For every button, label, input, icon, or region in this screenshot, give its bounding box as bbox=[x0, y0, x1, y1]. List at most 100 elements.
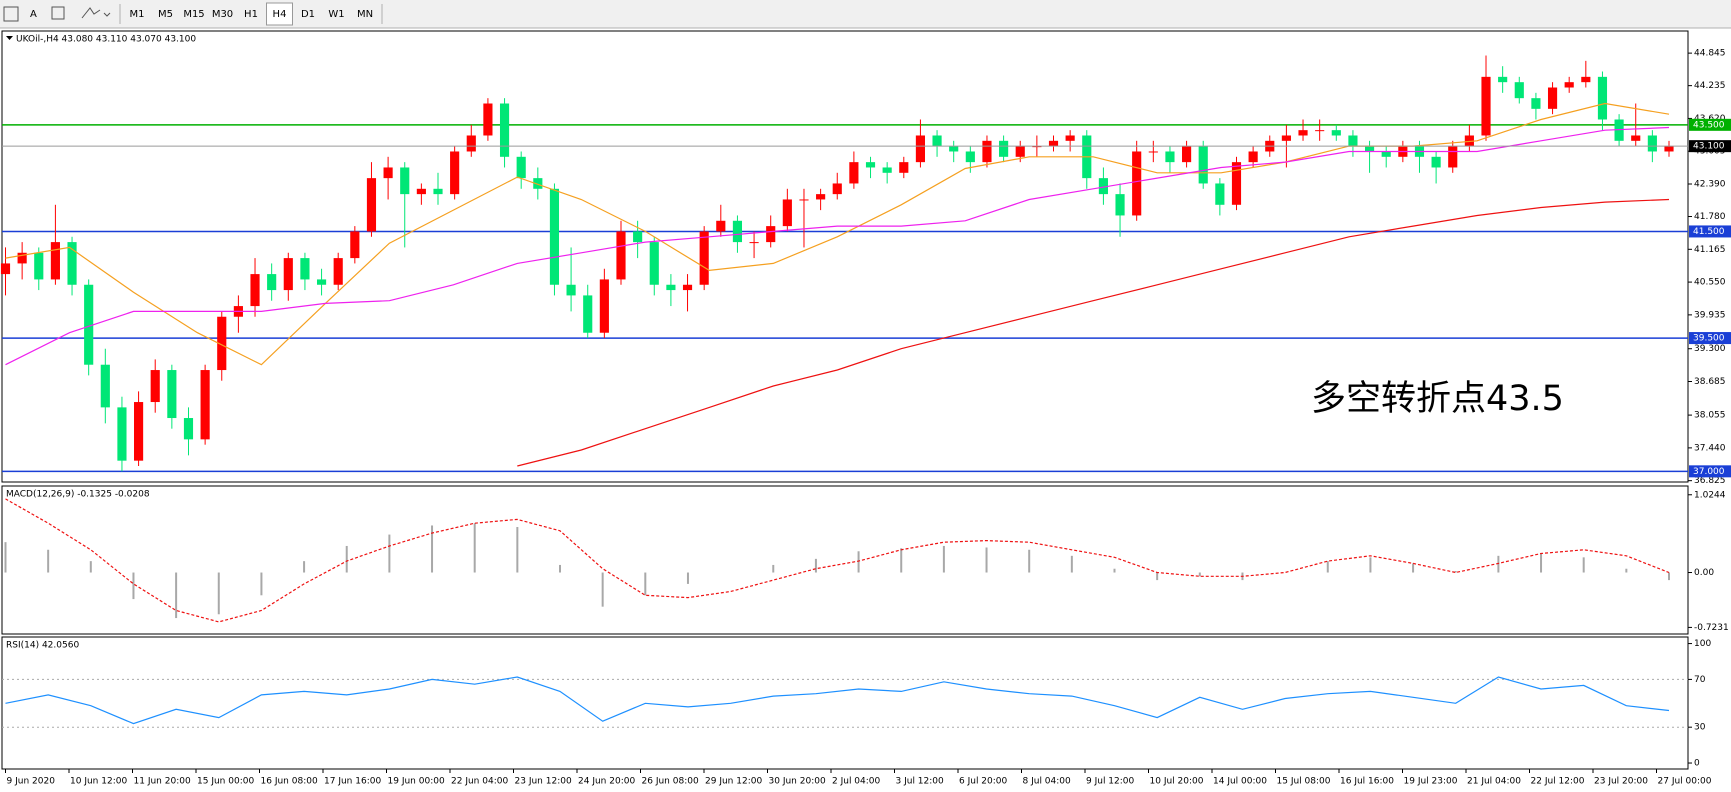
candle-body bbox=[666, 284, 676, 291]
x-tick-label: 23 Jun 12:00 bbox=[515, 777, 572, 787]
candle-body bbox=[1315, 130, 1325, 132]
candle-body bbox=[566, 284, 576, 296]
dropdown-icon[interactable] bbox=[103, 12, 111, 17]
timeframe-button[interactable]: H1 bbox=[244, 9, 258, 20]
candle-body bbox=[649, 242, 659, 285]
candle-body bbox=[915, 135, 925, 163]
x-tick-label: 15 Jul 08:00 bbox=[1277, 777, 1331, 787]
panel-title: UKOil-,H4 43.080 43.110 43.070 43.100 bbox=[16, 35, 196, 45]
candle-body bbox=[1631, 135, 1641, 141]
y-tick-label: 1.0244 bbox=[1694, 490, 1726, 500]
panel-title: MACD(12,26,9) -0.1325 -0.0208 bbox=[6, 490, 150, 500]
candle-body bbox=[999, 140, 1009, 157]
candle-body bbox=[34, 252, 44, 280]
candle-body bbox=[466, 135, 476, 152]
level-label-box bbox=[1689, 225, 1731, 238]
x-tick-label: 17 Jun 16:00 bbox=[324, 777, 381, 787]
x-tick-label: 9 Jul 12:00 bbox=[1086, 777, 1135, 787]
objects-icon[interactable] bbox=[81, 7, 101, 19]
y-tick-label: 36.825 bbox=[1694, 476, 1726, 486]
candle-body bbox=[1165, 151, 1175, 163]
x-tick-label: 22 Jul 12:00 bbox=[1531, 777, 1585, 787]
x-tick-label: 3 Jul 12:00 bbox=[896, 777, 945, 787]
candle-body bbox=[716, 220, 726, 232]
candle-body bbox=[150, 370, 160, 403]
candle-body bbox=[516, 156, 526, 179]
candle-body bbox=[100, 364, 110, 408]
x-tick-label: 24 Jun 20:00 bbox=[578, 777, 635, 787]
timeframe-button[interactable]: M30 bbox=[212, 9, 233, 20]
toolbar bbox=[0, 0, 1731, 28]
candle-body bbox=[782, 199, 792, 227]
candle-body bbox=[250, 274, 260, 307]
candle-body bbox=[1231, 162, 1242, 205]
candle-body bbox=[300, 258, 310, 280]
x-tick-label: 23 Jul 20:00 bbox=[1594, 777, 1648, 787]
candle-body bbox=[267, 274, 277, 291]
candle-body bbox=[1431, 156, 1441, 168]
crosshair-icon[interactable] bbox=[3, 6, 19, 22]
annotation: 多空转折点43.5 bbox=[1311, 379, 1564, 419]
y-tick-label: 100 bbox=[1694, 639, 1711, 649]
candle-body bbox=[1464, 135, 1474, 147]
candle-body bbox=[1198, 146, 1208, 184]
candle-body bbox=[1448, 146, 1458, 168]
y-tick-label: 44.235 bbox=[1694, 81, 1726, 91]
timeframe-button[interactable]: D1 bbox=[301, 9, 315, 20]
text-icon[interactable] bbox=[51, 6, 65, 20]
candle-body bbox=[865, 162, 876, 168]
candle-body bbox=[682, 284, 693, 291]
candle-body bbox=[1348, 135, 1358, 147]
timeframe-button[interactable]: M1 bbox=[130, 9, 145, 20]
timeframe-button[interactable]: H4 bbox=[273, 9, 287, 20]
candle-body bbox=[749, 242, 759, 244]
candle-body bbox=[67, 242, 77, 285]
x-tick-label: 22 Jun 04:00 bbox=[451, 777, 508, 787]
candle-body bbox=[1015, 146, 1025, 157]
candle-body bbox=[1048, 140, 1059, 147]
candle-body bbox=[400, 167, 410, 195]
candle-body bbox=[849, 162, 859, 184]
timeframe-button[interactable]: M15 bbox=[183, 9, 204, 20]
x-tick-label: 15 Jun 00:00 bbox=[197, 777, 254, 787]
level-label: 37.000 bbox=[1693, 467, 1725, 477]
candle-body bbox=[183, 418, 194, 440]
moving-average bbox=[517, 198, 1670, 467]
level-label-box bbox=[1689, 332, 1731, 345]
y-tick-label: 0.00 bbox=[1694, 568, 1714, 578]
candle-body bbox=[1331, 130, 1341, 136]
x-tick-label: 16 Jul 16:00 bbox=[1340, 777, 1394, 787]
panel-frame bbox=[1, 485, 1689, 635]
candle-body bbox=[816, 194, 826, 200]
candle-body bbox=[965, 151, 975, 163]
candle-body bbox=[633, 231, 643, 243]
candle-body bbox=[949, 146, 959, 152]
candle-body bbox=[533, 178, 543, 189]
active-timeframe bbox=[266, 2, 293, 26]
candle-body bbox=[1597, 76, 1608, 120]
candle-body bbox=[0, 263, 11, 275]
timeframe-button[interactable]: M5 bbox=[158, 9, 173, 20]
timeframe-button[interactable]: W1 bbox=[328, 9, 344, 20]
y-tick-label: -0.7231 bbox=[1694, 623, 1729, 633]
y-tick-label: 70 bbox=[1694, 675, 1706, 685]
timeframe-button[interactable]: MN bbox=[357, 9, 373, 20]
x-tick-label: 16 Jun 08:00 bbox=[261, 777, 318, 787]
candle-body bbox=[17, 252, 27, 264]
candle-body bbox=[982, 140, 992, 163]
moving-average bbox=[5, 126, 1670, 366]
candle-body bbox=[599, 279, 609, 333]
candle-body bbox=[433, 188, 443, 195]
level-label-box bbox=[1689, 465, 1731, 478]
candle-body bbox=[117, 407, 127, 461]
x-tick-label: 11 Jun 20:00 bbox=[134, 777, 191, 787]
font-button[interactable]: A bbox=[30, 9, 37, 20]
level-label: 43.100 bbox=[1693, 142, 1725, 152]
y-tick-label: 38.685 bbox=[1694, 377, 1726, 387]
candle-body bbox=[1115, 194, 1125, 216]
candle-body bbox=[1531, 98, 1541, 109]
candle-body bbox=[50, 242, 60, 280]
x-tick-label: 10 Jun 12:00 bbox=[70, 777, 127, 787]
candle-body bbox=[416, 188, 426, 195]
